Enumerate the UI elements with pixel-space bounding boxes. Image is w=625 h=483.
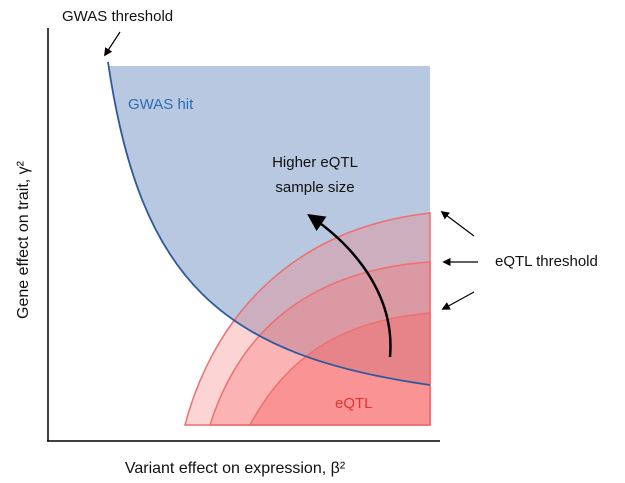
eqtl-threshold-label: eQTL threshold — [495, 253, 598, 270]
eqtl-label: eQTL — [335, 395, 373, 412]
eqtl-region-inner — [248, 312, 431, 426]
gwas-region — [108, 66, 430, 385]
gwas-threshold-curve — [107, 61, 431, 386]
sample-size-arrow — [307, 214, 392, 358]
x-axis-label: Variant effect on expression, β² — [125, 460, 346, 477]
sample-size-label: sample size — [275, 179, 354, 196]
sample-size-label: Higher eQTL — [272, 154, 358, 171]
eqtl-pointer — [441, 291, 475, 310]
eqtl-pointer — [440, 210, 475, 237]
gwas-hit-label: GWAS hit — [128, 96, 194, 113]
gwas-threshold-label: GWAS threshold — [62, 8, 173, 25]
gwas-pointer — [104, 31, 121, 57]
y-axis-label: Gene effect on trait, γ² — [15, 160, 32, 319]
eqtl-region-outer — [184, 212, 431, 426]
eqtl-region-middle — [208, 261, 431, 426]
